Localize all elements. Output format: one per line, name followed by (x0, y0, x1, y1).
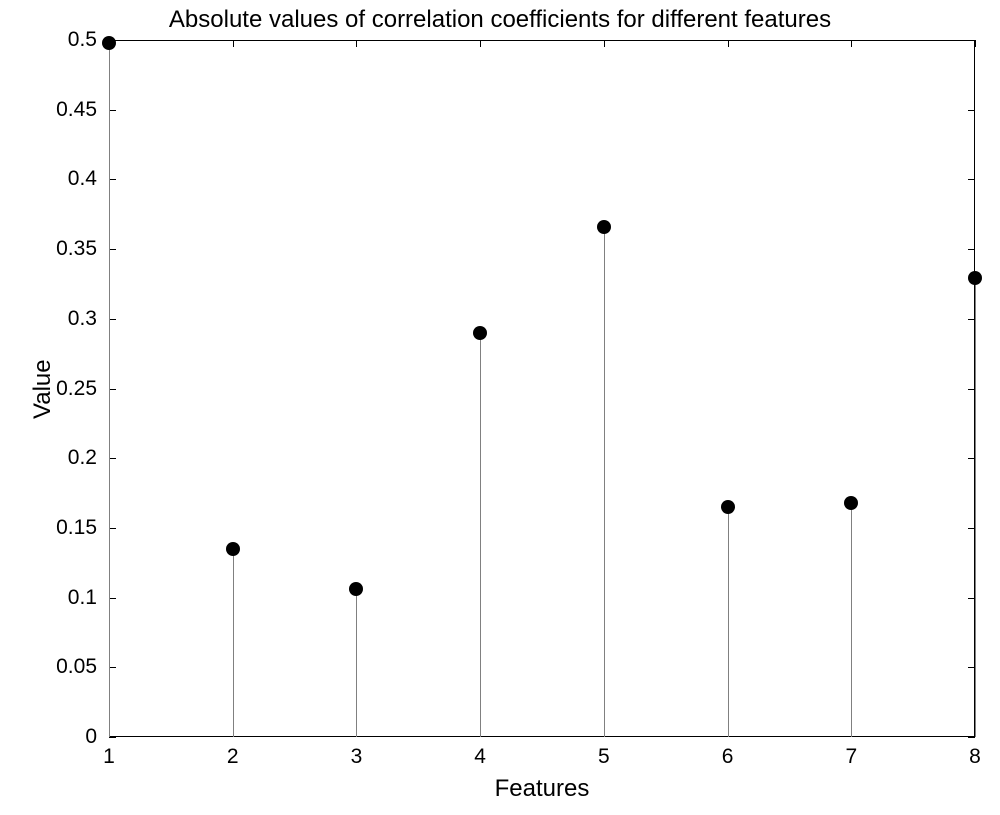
y-tick (968, 110, 975, 111)
y-tick (968, 319, 975, 320)
y-tick (109, 389, 116, 390)
chart-container: Absolute values of correlation coefficie… (0, 0, 1000, 815)
stem-marker (721, 500, 735, 514)
y-tick (109, 667, 116, 668)
stem-marker (473, 326, 487, 340)
y-tick (968, 528, 975, 529)
x-axis-label: Features (109, 775, 975, 803)
y-tick-label: 0.05 (0, 655, 97, 679)
y-tick (968, 40, 975, 41)
y-tick-label: 0 (0, 725, 97, 749)
y-tick-label: 0.25 (0, 377, 97, 401)
chart-title: Absolute values of correlation coefficie… (0, 6, 1000, 34)
x-tick-label: 5 (598, 745, 610, 769)
x-tick (233, 40, 234, 47)
y-tick (968, 389, 975, 390)
x-tick (604, 40, 605, 47)
y-tick-label: 0.15 (0, 516, 97, 540)
y-tick (968, 249, 975, 250)
x-tick-label: 4 (474, 745, 486, 769)
y-tick-label: 0.45 (0, 98, 97, 122)
y-tick-label: 0.2 (0, 446, 97, 470)
y-tick (968, 598, 975, 599)
x-tick-label: 1 (103, 745, 115, 769)
y-tick-label: 0.3 (0, 307, 97, 331)
y-tick (109, 110, 116, 111)
stem-line (851, 503, 852, 737)
stem-line (975, 278, 976, 737)
y-tick (109, 179, 116, 180)
y-tick (109, 528, 116, 529)
stem-line (109, 43, 110, 737)
stem-marker (102, 36, 116, 50)
stem-marker (349, 582, 363, 596)
y-tick (109, 598, 116, 599)
x-tick-label: 6 (722, 745, 734, 769)
stem-line (233, 549, 234, 737)
y-tick-label: 0.5 (0, 28, 97, 52)
y-tick-label: 0.1 (0, 586, 97, 610)
y-tick-label: 0.4 (0, 167, 97, 191)
stem-marker (597, 220, 611, 234)
x-tick-label: 7 (845, 745, 857, 769)
stem-line (356, 589, 357, 737)
stem-marker (844, 496, 858, 510)
y-tick (968, 179, 975, 180)
x-tick-label: 3 (351, 745, 363, 769)
x-tick (728, 40, 729, 47)
stem-line (604, 227, 605, 737)
y-tick-label: 0.35 (0, 237, 97, 261)
y-tick (968, 667, 975, 668)
stem-marker (226, 542, 240, 556)
x-tick (975, 40, 976, 47)
x-tick (480, 40, 481, 47)
x-tick-label: 2 (227, 745, 239, 769)
plot-area (109, 40, 975, 737)
stem-line (480, 333, 481, 737)
x-tick (851, 40, 852, 47)
x-tick-label: 8 (969, 745, 981, 769)
y-tick (968, 737, 975, 738)
y-tick (109, 458, 116, 459)
y-tick (109, 249, 116, 250)
y-tick (109, 737, 116, 738)
y-tick (968, 458, 975, 459)
x-tick (356, 40, 357, 47)
stem-marker (968, 271, 982, 285)
stem-line (728, 507, 729, 737)
y-tick (109, 319, 116, 320)
